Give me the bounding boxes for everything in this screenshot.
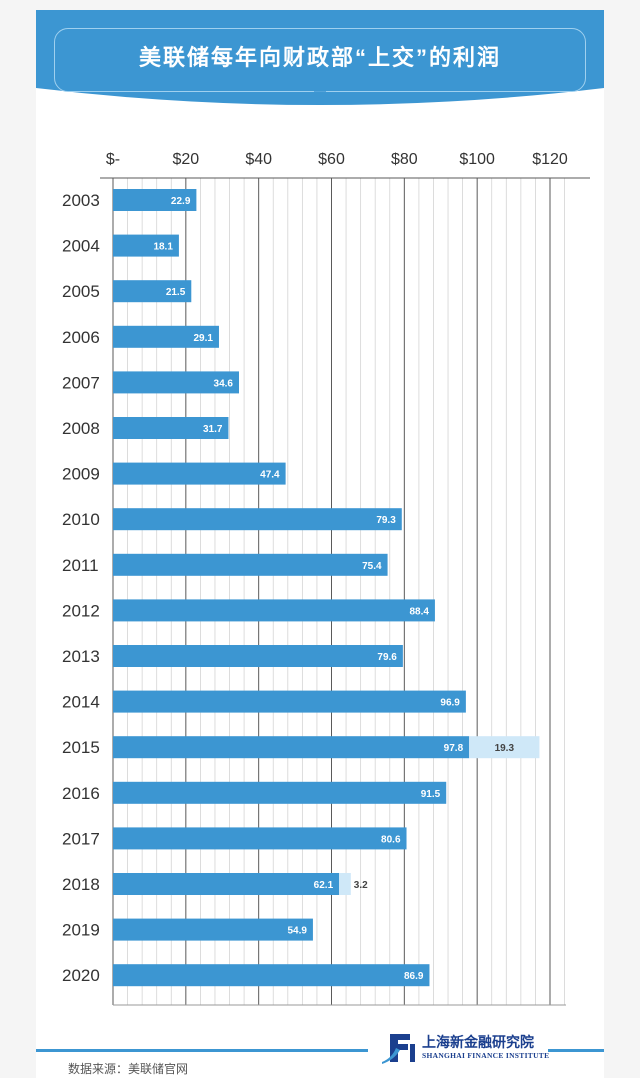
bar-2017 (113, 827, 407, 850)
y-category-label: 2018 (62, 875, 100, 894)
y-category-label: 2003 (62, 191, 100, 210)
bar-value-label: 75.4 (362, 561, 382, 572)
footer-divider-left (36, 1049, 368, 1052)
bar-value-label: 96.9 (440, 698, 460, 709)
bar-2015 (113, 736, 470, 759)
y-category-label: 2020 (62, 966, 100, 985)
y-axis-categories: 2003 2004 2005 2006 2007 2008 2009 2010 2011 2012… (62, 191, 100, 985)
bar-2005 (113, 280, 192, 303)
y-category-label: 2017 (62, 829, 100, 848)
bar-value-label: 79.6 (377, 652, 397, 663)
bar-extra-2018 (339, 873, 351, 895)
footer-divider-right (548, 1049, 604, 1052)
y-category-label: 2006 (62, 328, 100, 347)
y-category-label: 2008 (62, 419, 100, 438)
bars (113, 189, 540, 987)
x-tick-label: $80 (391, 151, 418, 168)
x-tick-label: $40 (245, 151, 272, 168)
institute-logo: 上海新金融研究院 SHANGHAI FINANCE INSTITUTE (380, 1030, 550, 1066)
bar-value-label: 31.7 (203, 424, 223, 435)
chevron-down-icon (314, 91, 326, 99)
bar-2003 (113, 189, 197, 211)
bar-2012 (113, 599, 435, 622)
bar-2013 (113, 645, 403, 667)
institute-logo-icon (382, 1034, 415, 1064)
bar-2020 (113, 964, 430, 987)
institute-name-en: SHANGHAI FINANCE INSTITUTE (422, 1051, 550, 1060)
institute-name-cn: 上海新金融研究院 (422, 1035, 534, 1051)
header-banner (36, 10, 604, 105)
bar-value-label: 91.5 (421, 789, 441, 800)
bar-2010 (113, 508, 402, 531)
bar-2007 (113, 371, 240, 394)
bar-2016 (113, 781, 447, 804)
bar-value-label: 47.4 (260, 470, 280, 481)
bar-2004 (113, 234, 179, 257)
bar-value-label: 34.6 (214, 378, 234, 389)
y-category-label: 2012 (62, 601, 100, 620)
bar-extra-2015 (469, 736, 540, 759)
y-category-label: 2011 (62, 556, 99, 575)
bar-value-label: 54.9 (287, 926, 307, 937)
chart-title: 美联储每年向财政部“上交”的利润 (138, 45, 501, 70)
bar-value-label: 18.1 (153, 242, 173, 253)
bar-2019 (113, 918, 313, 941)
x-axis-ticks: $- $20 $40 $60 $80 $100 $120 (106, 151, 568, 168)
bar-2018 (113, 873, 340, 895)
bar-extra-value-label: 3.2 (354, 880, 368, 891)
header-banner-shape (36, 10, 604, 105)
bar-value-label: 22.9 (171, 196, 191, 207)
x-tick-label: $60 (318, 151, 345, 168)
bar-value-label: 62.1 (314, 880, 334, 891)
x-tick-label: $- (106, 151, 120, 168)
bar-value-label: 88.4 (409, 606, 429, 617)
y-category-label: 2019 (62, 921, 100, 940)
x-tick-label: $20 (172, 151, 199, 168)
y-category-label: 2014 (62, 693, 100, 712)
y-category-label: 2007 (62, 373, 100, 392)
y-category-label: 2016 (62, 784, 100, 803)
bar-value-label: 97.8 (444, 743, 464, 754)
bar-2008 (113, 417, 229, 439)
bar-2011 (113, 553, 388, 576)
bar-2009 (113, 462, 286, 485)
bar-value-label: 79.3 (376, 515, 396, 526)
chart-card: 美联储每年向财政部“上交”的利润 (36, 10, 604, 1078)
bar-value-label: 21.5 (166, 287, 186, 298)
y-category-label: 2005 (62, 282, 100, 301)
y-category-label: 2015 (62, 738, 100, 757)
x-tick-label: $120 (532, 151, 568, 168)
bar-chart: $- $20 $40 $60 $80 $100 $120 20032004200520062… (62, 151, 590, 1006)
bar-value-label: 29.1 (194, 333, 214, 344)
y-category-label: 2004 (62, 237, 100, 256)
y-category-label: 2010 (62, 510, 100, 529)
y-category-label: 2013 (62, 647, 100, 666)
bar-2014 (113, 690, 466, 713)
y-category-label: 2009 (62, 465, 100, 484)
bar-extra-value-label: 19.3 (495, 743, 515, 754)
grid-lines (100, 177, 590, 1006)
bar-value-label: 80.6 (381, 834, 401, 845)
data-source-note: 数据来源：美联储官网 (68, 1062, 189, 1076)
x-tick-label: $100 (459, 151, 495, 168)
bar-2006 (113, 325, 219, 348)
data-labels: 22.9 18.1 21.5 29.1 34.6 31.7 47.4 79.3 75.4 88.4… (153, 196, 514, 982)
bar-value-label: 86.9 (404, 971, 424, 982)
